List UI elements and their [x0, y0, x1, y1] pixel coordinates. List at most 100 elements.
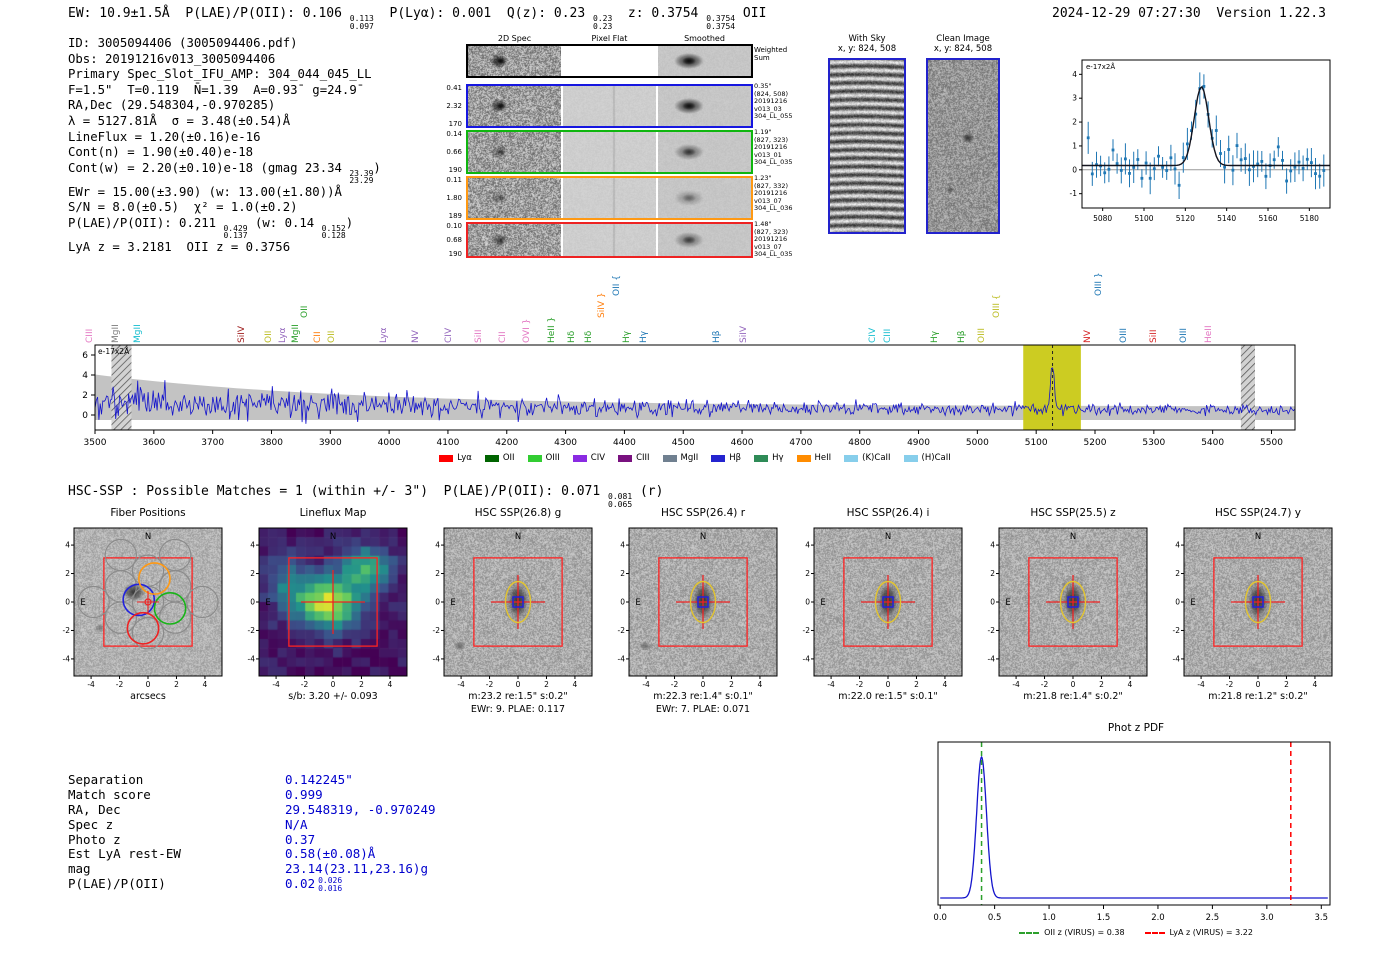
legend-swatch: [796, 454, 811, 462]
fit-ytick-label: 1: [1072, 141, 1077, 150]
cutout-xtick-label: -2: [1041, 680, 1049, 689]
note-line: 304_LL_035: [754, 250, 793, 259]
match-value: 23.14(23.11,23.16)g: [285, 861, 428, 877]
detection-info-block: ID: 3005094406 (3005094406.pdf) Obs: 2019…: [68, 36, 381, 256]
highlight-fiber-circle: [126, 611, 160, 645]
spectrum-xtick-label: 4100: [436, 438, 459, 448]
scale-value: 170: [448, 120, 462, 128]
emission-line-fit-plot: 5080 5100 5120 5140 5160 5180 -1 0 1 2 3 4 e-17x2Å: [1070, 59, 1331, 223]
legend-swatch: [844, 454, 859, 462]
info-line-8: Cont(w) = 2.20(±0.10)e-18 (gmag 23.34 23…: [68, 161, 381, 185]
data-point: [1144, 161, 1148, 165]
cutout-caption2: EWr: 7. PLAE: 0.071: [655, 704, 751, 715]
data-point: [1115, 162, 1119, 165]
note-line: (827, 323): [754, 227, 789, 236]
photz-pdf-panel: Phot z PDF 0.0 0.5 1.0 1.5 2.0 2.5 3.0 3.5 OII z …: [930, 722, 1342, 953]
photz-xtick-label: 1.0: [1042, 913, 1056, 923]
fit-xtick-label: 5140: [1217, 214, 1236, 223]
fiber-circle: [104, 601, 137, 634]
photz-legend-dash: [1144, 931, 1165, 934]
cutout-overlay-3: -4 -4 -2 -2 0 0 2 2 4 4 N E: [618, 527, 778, 689]
spec2d-col-header: Pixel Flat: [591, 34, 628, 43]
legend-item: MgII: [662, 453, 698, 463]
cutout-overlay-5: -4 -4 -2 -2 0 0 2 2 4 4 N E: [988, 527, 1148, 689]
photz-xtick-label: 2.5: [1206, 913, 1220, 923]
cutout-ytick-label: -2: [248, 626, 256, 635]
data-point: [1107, 167, 1111, 171]
match-value: 0.37: [285, 832, 315, 848]
data-point: [1190, 129, 1193, 132]
info-line-10: S/N = 8.0(±0.5) χ² = 1.0(±0.2): [68, 200, 381, 216]
legend-swatch: [527, 454, 542, 462]
cutout-ytick-label: 4: [65, 541, 70, 550]
match-label: Match score: [68, 786, 151, 802]
data-point: [1161, 166, 1164, 169]
full-spectrum-plot: 3500 3600 3700 3800 3900 4000 4100 4200 4300 4400…: [0, 260, 1400, 500]
data-point: [1103, 171, 1107, 175]
note-line: (827, 332): [754, 181, 789, 190]
data-point: [1264, 174, 1268, 178]
info-sub: 0.137: [223, 231, 248, 241]
compass-north-label: N: [145, 532, 151, 542]
cutout-overlay-6: -4 -4 -2 -2 0 0 2 2 4 4 N E: [1173, 527, 1333, 689]
cutout-xtick-label: -4: [87, 680, 95, 689]
data-point: [1111, 148, 1115, 152]
cutout-xtick-label: 4: [1128, 680, 1133, 689]
clean-image: [926, 58, 1000, 234]
catalog-match-table: Separation 0.142245" Match score 0.999 RA, D…: [68, 772, 436, 892]
data-point: [1095, 163, 1098, 167]
fiber-circle: [159, 538, 192, 572]
spectrum-xtick-label: 5300: [1142, 438, 1165, 448]
header-sub: 0.097: [349, 21, 374, 31]
spec2d-row-0: [466, 44, 753, 78]
extraction-box: [1213, 557, 1303, 647]
photz-xtick-label: 2.0: [1151, 913, 1165, 923]
cutout-ytick-label: -4: [988, 654, 996, 663]
spectrum-legend: Lyα OII OIII CIV CIII MgII Hβ Hγ HeII (K)CaII (H)C…: [95, 453, 1295, 463]
spec2d-row-scale-2: 0.14 0.66 190: [435, 130, 464, 174]
header-sup: 0.23: [593, 14, 613, 23]
highlight-fiber-circle: [122, 583, 156, 617]
spec2d-row-note-1: 0.35" (824, 508) 20191216 v013_03 304_LL_055: [754, 82, 826, 121]
pixelflat-image-row1: [563, 86, 656, 126]
pixelflat-image-row2: [563, 132, 656, 172]
cutout-ytick-label: -2: [803, 626, 811, 635]
cutout-title: HSC SSP(26.4) i: [846, 507, 930, 519]
header-supsub: 0.23 0.23: [593, 15, 612, 30]
cutout-ytick-label: 0: [805, 598, 810, 607]
cutout-xtick-label: -4: [1197, 680, 1205, 689]
compass-north-label: N: [885, 532, 891, 542]
note-line: v013_01: [754, 150, 782, 159]
cutout-ytick-label: -2: [63, 626, 71, 635]
spec2d-row-note-4: 1.48" (827, 323) 20191216 v013_07 304_LL_035: [754, 220, 826, 259]
cutout-overlay-1: -4 -4 -2 -2 0 0 2 2 4 4 N E: [248, 527, 408, 689]
cutout-ytick-label: 4: [620, 541, 625, 550]
match-value: 0.142245": [285, 772, 353, 788]
fiber-circle: [159, 601, 192, 634]
pixelflat-image-row4: [563, 224, 656, 256]
legend-item: (K)CaII: [844, 453, 891, 463]
info-text: λ = 5127.81Å σ = 3.48(±0.54)Å: [68, 113, 291, 128]
note-line: v013_07: [754, 242, 782, 251]
cutout-caption: m:22.0 re:1.5" s:0.1": [838, 691, 938, 702]
cutout-xtick-label: 2: [1099, 680, 1104, 689]
photz-legend-label: LyA z (VIRUS) = 3.22: [1169, 928, 1253, 937]
legend-label: HeII: [814, 453, 832, 463]
cutout-title: HSC SSP(25.5) z: [1030, 507, 1116, 519]
data-point: [1186, 142, 1189, 146]
cutout-title: HSC SSP(24.7) y: [1214, 507, 1301, 519]
data-point: [1136, 158, 1140, 161]
info-text: P(LAE)/P(OII): 0.211: [68, 215, 224, 230]
weighted-sum-label: Weighted Sum: [754, 46, 787, 62]
match-value-text: 23.14(23.11,23.16)g: [285, 861, 428, 877]
fiber-circle: [77, 585, 110, 619]
info-text: Cont(w) = 2.20(±0.10)e-18 (gmag 23.34: [68, 160, 350, 175]
spectrum-xtick-label: 4900: [907, 438, 930, 448]
note-line: 0.35": [754, 82, 772, 90]
spectrum-xtick-label: 4700: [789, 438, 812, 448]
info-supsub: 0.429 0.137: [223, 225, 247, 240]
sky-title-line: With Sky: [848, 34, 886, 44]
spec2d-row-scale-4: 0.10 0.68 190: [435, 222, 464, 258]
fit-unit-label: e-17x2Å: [1086, 62, 1115, 71]
